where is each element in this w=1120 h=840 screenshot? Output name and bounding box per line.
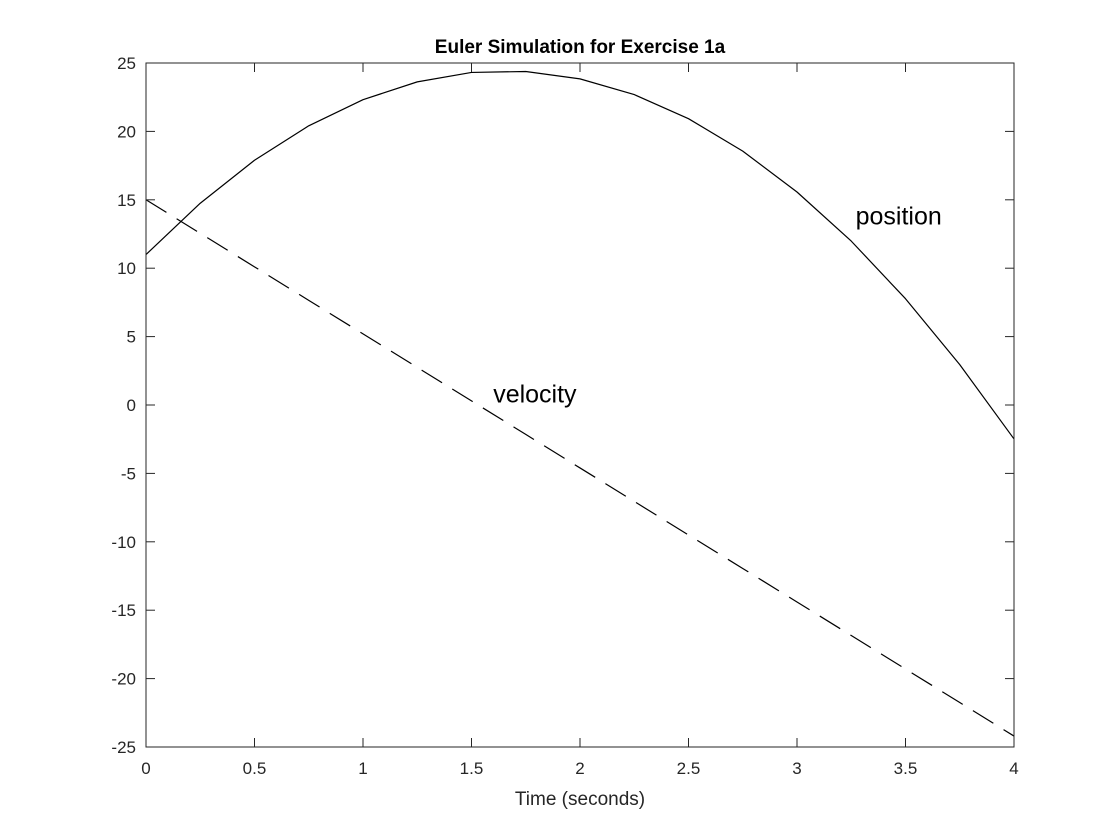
series-line-1 bbox=[145, 70, 1015, 440]
series-line-2 bbox=[145, 199, 1015, 737]
y-tick-label: 25 bbox=[117, 54, 136, 73]
x-tick-label: 1 bbox=[358, 759, 367, 778]
x-tick-label: 3 bbox=[792, 759, 801, 778]
x-tick-label: 0.5 bbox=[243, 759, 267, 778]
x-tick-label: 3.5 bbox=[894, 759, 918, 778]
x-tick-label: 2.5 bbox=[677, 759, 701, 778]
y-tick-label: 5 bbox=[127, 328, 136, 347]
y-tick-label: 15 bbox=[117, 191, 136, 210]
x-tick-label: 2 bbox=[575, 759, 584, 778]
x-axis-label: Time (seconds) bbox=[515, 789, 645, 810]
x-tick-label: 1.5 bbox=[460, 759, 484, 778]
x-tick-label: 0 bbox=[141, 759, 150, 778]
annotation-layer: position velocity bbox=[493, 202, 942, 408]
plot-area bbox=[146, 63, 1014, 747]
annotation-velocity: velocity bbox=[493, 380, 577, 408]
axes-box bbox=[145, 62, 1015, 748]
annotation-position: position bbox=[856, 202, 942, 230]
y-tick-label: 20 bbox=[117, 122, 136, 141]
y-tick-label: -20 bbox=[111, 670, 136, 689]
y-tick-label: -25 bbox=[111, 738, 136, 757]
series-layer bbox=[145, 70, 1015, 737]
tick-layer: 0 0.5 1 1.5 2 2.5 3 3.5 4 -25 -20 -15 -10 -5 0 5 10 15 20 2… bbox=[111, 54, 1018, 778]
chart-title: Euler Simulation for Exercise 1a bbox=[435, 37, 726, 58]
y-tick-label: -10 bbox=[111, 533, 136, 552]
y-tick-label: -5 bbox=[121, 464, 136, 483]
y-tick-label: 10 bbox=[117, 259, 136, 278]
y-tick-label: -15 bbox=[111, 601, 136, 620]
y-tick-label: 0 bbox=[127, 396, 136, 415]
x-tick-label: 4 bbox=[1009, 759, 1018, 778]
